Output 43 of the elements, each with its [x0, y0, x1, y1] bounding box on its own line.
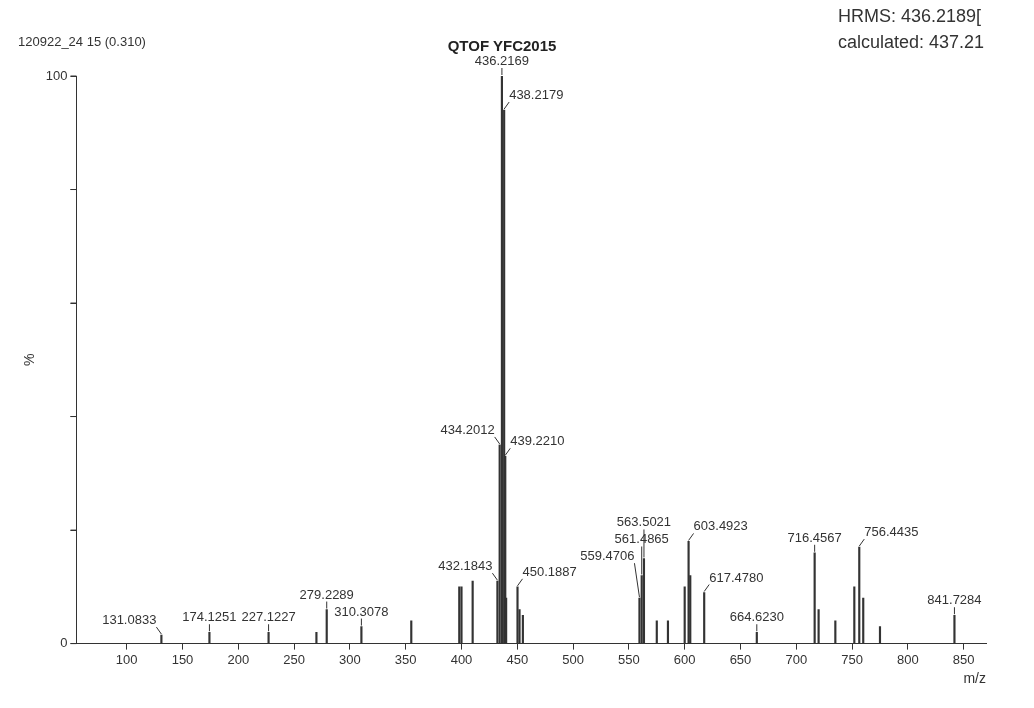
y-tick-label: 0	[60, 635, 68, 651]
annotation: 434.2012	[440, 421, 495, 437]
x-tick-label: 750	[841, 651, 863, 667]
annotation: 603.4923	[693, 518, 748, 534]
x-tick-label: 700	[785, 651, 808, 667]
annotation: 716.4567	[787, 529, 842, 545]
annotation: 756.4435	[864, 524, 919, 540]
x-tick-label: 100	[115, 651, 138, 667]
annotation: 439.2210	[510, 433, 565, 449]
annotation: 561.4865	[614, 531, 669, 547]
x-tick-label: 250	[283, 651, 305, 667]
x-axis-title: m/z	[963, 670, 986, 687]
text: HRMS: 436.2189[	[838, 6, 982, 26]
text: calculated: 437.21	[838, 32, 985, 52]
x-tick-label: 300	[339, 651, 361, 667]
annotation: 227.1227	[241, 609, 296, 625]
annotation: 438.2179	[509, 87, 564, 103]
annotation: 617.4780	[709, 569, 764, 585]
annotation: 131.0833	[102, 612, 157, 628]
annotation: 174.1251	[182, 609, 237, 625]
x-tick-label: 600	[673, 651, 696, 667]
x-tick-label: 450	[506, 651, 529, 667]
x-tick-label: 200	[227, 651, 250, 667]
annotation: 279.2289	[299, 586, 354, 602]
chart-title: QTOF YFC2015	[447, 37, 557, 55]
annotation: 563.5021	[616, 514, 672, 530]
x-tick-label: 650	[729, 651, 752, 667]
x-tick-label: 400	[450, 651, 473, 667]
x-tick-label: 500	[562, 651, 584, 667]
annotation: 559.4706	[580, 548, 635, 564]
annotation: 664.6230	[729, 609, 784, 625]
x-tick-label: 150	[171, 651, 194, 667]
annotation: 436.2169	[474, 53, 530, 68]
text: 120922_24 15 (0.310)	[18, 34, 146, 49]
y-axis-title: %	[21, 353, 38, 367]
annotation: 432.1843	[438, 558, 493, 574]
x-tick-label: 850	[952, 651, 975, 667]
x-tick-label: 800	[897, 651, 919, 667]
annotation: 841.7284	[927, 592, 982, 608]
annotation: 310.3078	[334, 603, 389, 619]
x-tick-label: 550	[618, 651, 640, 667]
x-tick-label: 350	[394, 651, 417, 667]
annotation: 450.1887	[522, 563, 577, 579]
